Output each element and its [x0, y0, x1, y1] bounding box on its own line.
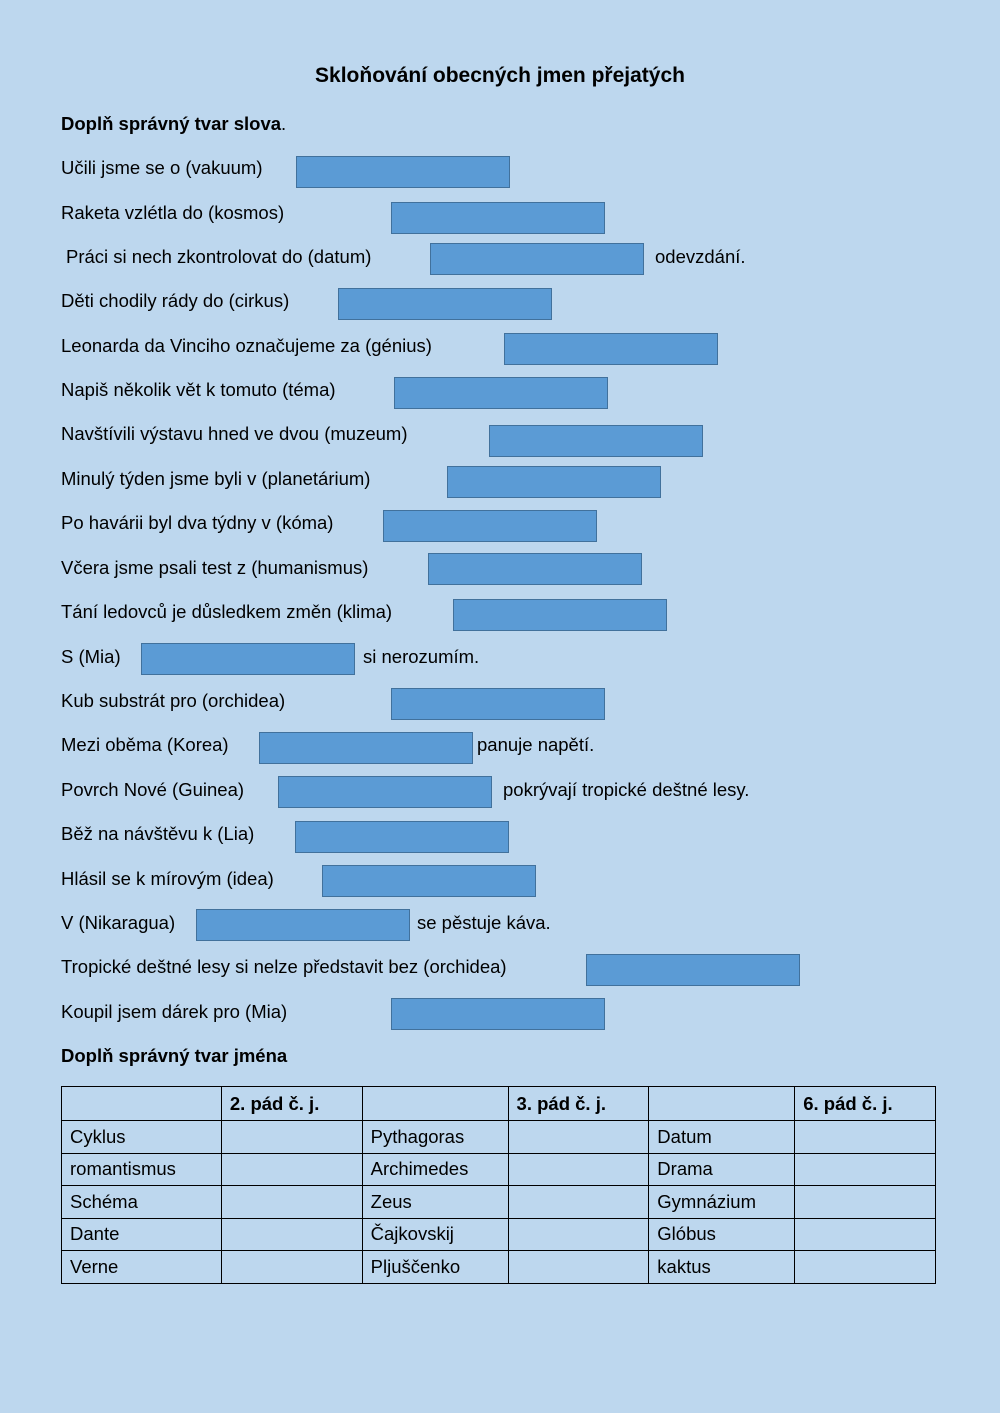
answer-cell[interactable] [794, 1250, 936, 1284]
table-header: 6. pád č. j. [794, 1086, 936, 1121]
answer-box[interactable] [141, 643, 355, 675]
answer-box[interactable] [394, 377, 608, 409]
exercise-suffix: odevzdání. [655, 246, 746, 267]
exercise-prompt: Kub substrát pro (orchidea) [61, 690, 286, 711]
answer-cell[interactable] [507, 1217, 650, 1251]
word-cell: Čajkovskij [361, 1217, 509, 1251]
word-cell: Zeus [361, 1185, 509, 1219]
answer-box[interactable] [295, 821, 509, 853]
answer-box[interactable] [296, 156, 510, 188]
answer-cell[interactable] [220, 1120, 363, 1154]
answer-cell[interactable] [507, 1185, 650, 1219]
exercise-suffix: pokrývají tropické deštné lesy. [503, 779, 750, 800]
answer-box[interactable] [504, 333, 718, 365]
answer-box[interactable] [489, 425, 703, 457]
word-cell: Pythagoras [361, 1120, 509, 1154]
answer-box[interactable] [428, 553, 642, 585]
table-header [61, 1086, 222, 1121]
word-cell: Archimedes [361, 1152, 509, 1186]
exercise-prompt: Povrch Nové (Guinea) [61, 779, 245, 800]
exercise-prompt: Hlásil se k mírovým (idea) [61, 868, 274, 889]
exercise-prompt: Raketa vzlétla do (kosmos) [61, 202, 285, 223]
word-cell: romantismus [61, 1152, 222, 1186]
word-cell: Pljuščenko [361, 1250, 509, 1284]
word-cell: Verne [61, 1250, 222, 1284]
exercise-prompt: Napiš několik vět k tomuto (téma) [61, 379, 336, 400]
answer-box[interactable] [196, 909, 410, 941]
exercise-prompt: Mezi oběma (Korea) [61, 734, 229, 755]
table-header: 3. pád č. j. [507, 1086, 650, 1121]
word-cell: Glóbus [648, 1217, 796, 1251]
word-cell: Dante [61, 1217, 222, 1251]
answer-cell[interactable] [220, 1185, 363, 1219]
exercise-prompt: Tropické deštné lesy si nelze představit… [61, 956, 507, 977]
answer-cell[interactable] [507, 1120, 650, 1154]
exercise-prompt: Navštívili výstavu hned ve dvou (muzeum) [61, 423, 408, 444]
answer-cell[interactable] [220, 1217, 363, 1251]
section2-heading: Doplň správný tvar jména [61, 1045, 288, 1066]
answer-cell[interactable] [794, 1120, 936, 1154]
answer-box[interactable] [391, 998, 605, 1030]
word-cell: Drama [648, 1152, 796, 1186]
answer-box[interactable] [322, 865, 536, 897]
table-row: romantismus Archimedes Drama [61, 1152, 936, 1186]
exercise-prompt: Včera jsme psali test z (humanismus) [61, 557, 369, 578]
answer-box[interactable] [278, 776, 492, 808]
answer-box[interactable] [430, 243, 644, 275]
exercise-prompt: Práci si nech zkontrolovat do (datum) [66, 246, 372, 267]
answer-box[interactable] [338, 288, 552, 320]
exercise-prompt: Minulý týden jsme byli v (planetárium) [61, 468, 371, 489]
answer-box[interactable] [453, 599, 667, 631]
word-cell: kaktus [648, 1250, 796, 1284]
answer-box[interactable] [391, 202, 605, 234]
exercise-prompt: Leonarda da Vinciho označujeme za (géniu… [61, 335, 432, 356]
answer-box[interactable] [447, 466, 661, 498]
exercise-prompt: Děti chodily rády do (cirkus) [61, 290, 290, 311]
table-header [648, 1086, 796, 1121]
answer-box[interactable] [586, 954, 800, 986]
exercise-prompt: Po havárii byl dva týdny v (kóma) [61, 512, 334, 533]
exercise-prompt: Běž na návštěvu k (Lia) [61, 823, 255, 844]
answer-cell[interactable] [507, 1250, 650, 1284]
page-title: Skloňování obecných jmen přejatých [315, 64, 685, 87]
answer-cell[interactable] [507, 1152, 650, 1186]
exercise-suffix: se pěstuje káva. [417, 912, 551, 933]
answer-cell[interactable] [794, 1217, 936, 1251]
section1-heading: Doplň správný tvar slova. [61, 113, 287, 134]
answer-cell[interactable] [220, 1152, 363, 1186]
answer-box[interactable] [391, 688, 605, 720]
table-row: Dante Čajkovskij Glóbus [61, 1217, 936, 1251]
exercise-prompt: Tání ledovců je důsledkem změn (klima) [61, 601, 393, 622]
answer-box[interactable] [383, 510, 597, 542]
declension-table: 2. pád č. j. 3. pád č. j. 6. pád č. j. Cyk… [61, 1086, 936, 1284]
table-header [361, 1086, 509, 1121]
word-cell: Cyklus [61, 1120, 222, 1154]
exercise-prompt: V (Nikaragua) [61, 912, 176, 933]
exercise-suffix: panuje napětí. [477, 734, 595, 755]
table-row: Cyklus Pythagoras Datum [61, 1120, 936, 1154]
table-row: Verne Pljuščenko kaktus [61, 1250, 936, 1284]
table-header: 2. pád č. j. [220, 1086, 363, 1121]
table-row: Schéma Zeus Gymnázium [61, 1185, 936, 1219]
exercise-prompt: S (Mia) [61, 646, 121, 667]
answer-cell[interactable] [220, 1250, 363, 1284]
word-cell: Schéma [61, 1185, 222, 1219]
word-cell: Gymnázium [648, 1185, 796, 1219]
answer-cell[interactable] [794, 1152, 936, 1186]
exercise-prompt: Koupil jsem dárek pro (Mia) [61, 1001, 288, 1022]
answer-box[interactable] [259, 732, 473, 764]
word-cell: Datum [648, 1120, 796, 1154]
exercise-prompt: Učili jsme se o (vakuum) [61, 157, 263, 178]
answer-cell[interactable] [794, 1185, 936, 1219]
exercise-suffix: si nerozumím. [363, 646, 480, 667]
